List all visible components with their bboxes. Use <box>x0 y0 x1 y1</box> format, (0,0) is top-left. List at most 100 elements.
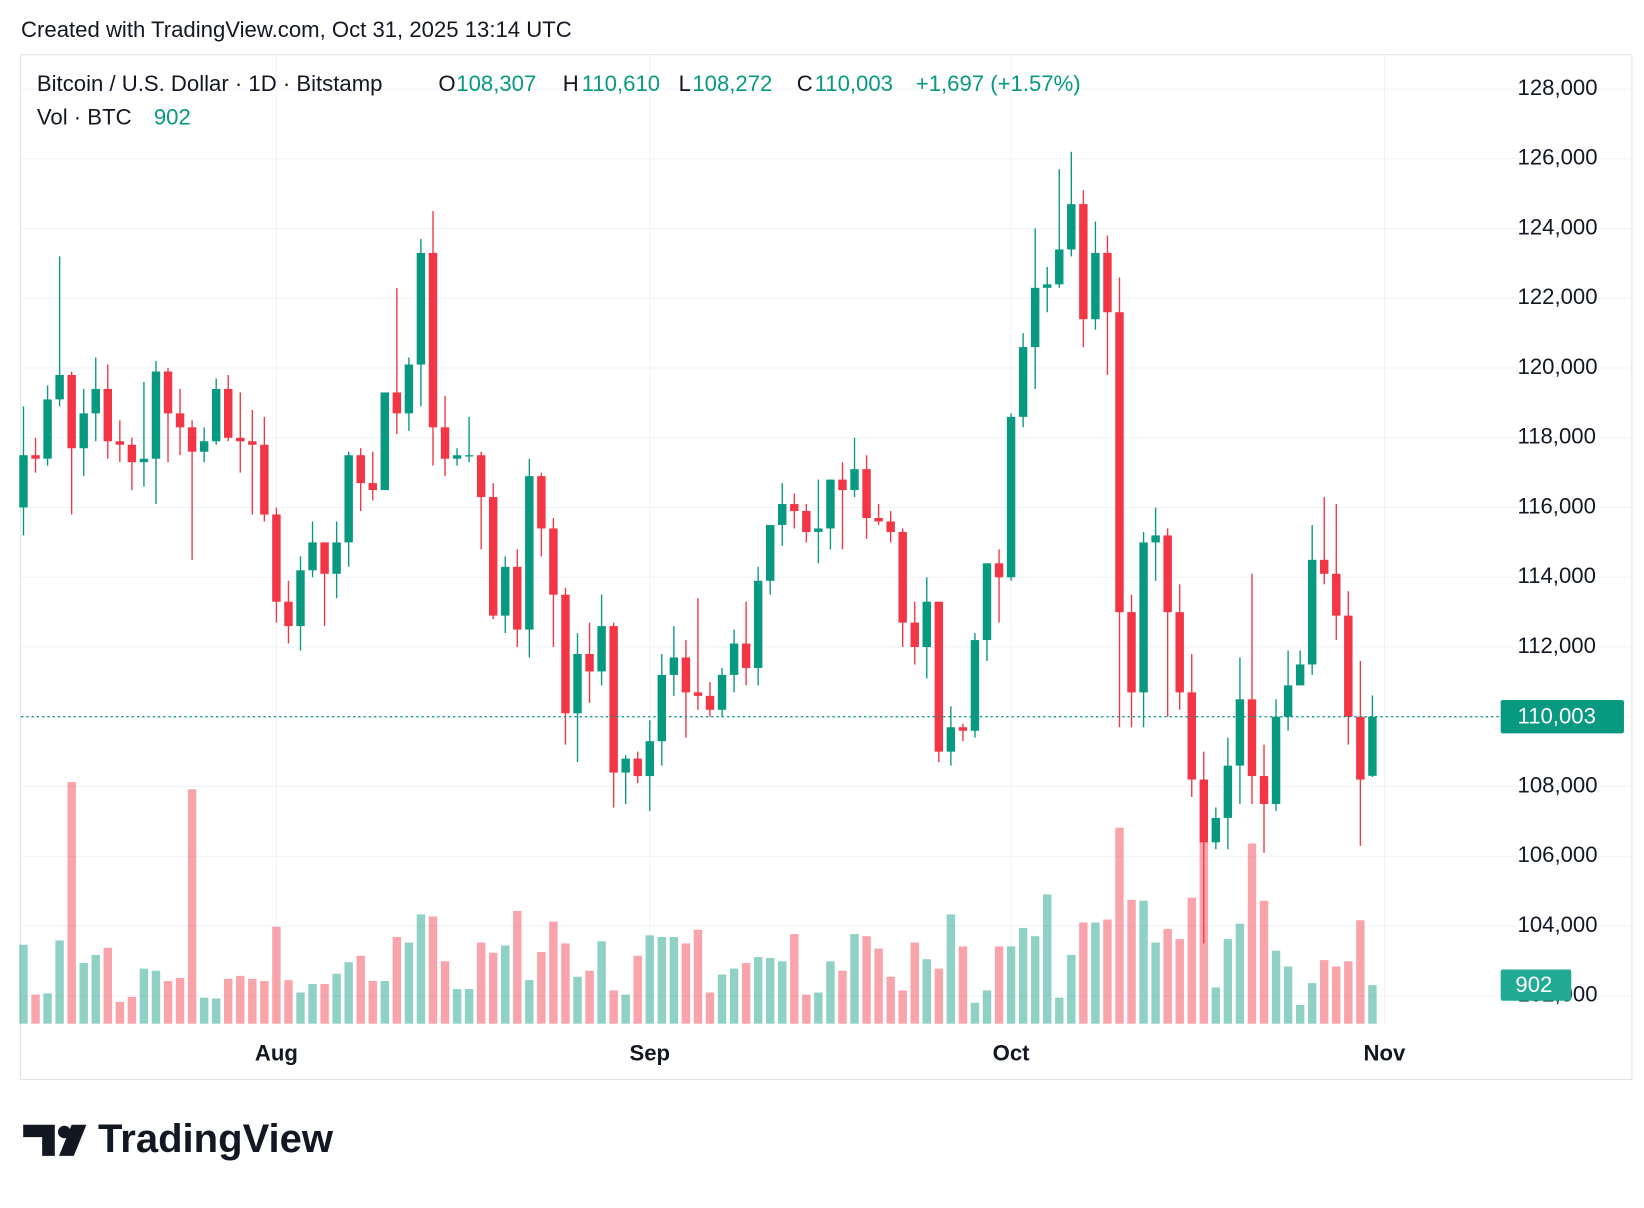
candle-body <box>199 441 209 452</box>
volume-bar <box>1247 843 1257 1024</box>
volume-bar <box>537 951 546 1024</box>
candle-body <box>1344 615 1353 717</box>
last-price-tag <box>1500 700 1624 734</box>
y-tick-label: 106,000 <box>1518 842 1598 867</box>
candle-body <box>862 469 871 518</box>
y-tick-label: 114,000 <box>1518 563 1596 588</box>
candle-body <box>1127 612 1136 693</box>
candle-body <box>549 528 558 595</box>
volume-bar <box>1368 985 1377 1024</box>
candle-body <box>356 455 365 484</box>
legend-key: O <box>438 71 455 96</box>
volume-bar <box>621 994 630 1024</box>
legend-value: 108,272 <box>692 71 772 96</box>
candle-body <box>826 479 835 529</box>
candle-body <box>1211 817 1221 843</box>
candle-body <box>236 437 245 442</box>
volume-bar <box>67 782 76 1024</box>
logo-text: TradingView <box>98 1117 334 1161</box>
candle-body <box>127 444 137 463</box>
candle-body <box>561 594 570 714</box>
candle-body <box>946 727 956 752</box>
candle-body <box>175 413 185 428</box>
volume-bar <box>1067 954 1076 1024</box>
volume-bar <box>1163 928 1172 1024</box>
candle-body <box>19 455 28 508</box>
volume-bar <box>1115 827 1124 1024</box>
candle-body <box>151 371 161 459</box>
candle-body <box>850 469 859 491</box>
volume-bar <box>705 992 715 1024</box>
candle-body <box>573 654 582 714</box>
candle-body <box>585 654 594 672</box>
y-tick-label: 104,000 <box>1518 912 1598 937</box>
volume-bar <box>284 980 293 1024</box>
volume-bar <box>272 926 281 1024</box>
volume-bar <box>43 993 52 1024</box>
candle-body <box>1103 252 1112 313</box>
logo-icon <box>59 1124 87 1156</box>
volume-bar <box>1103 919 1112 1024</box>
candle-body <box>970 640 980 731</box>
candle-body <box>1320 559 1329 574</box>
candle-body <box>693 692 703 696</box>
volume-bar <box>693 929 703 1024</box>
y-tick-label: 112,000 <box>1518 633 1596 658</box>
volume-bar <box>958 946 968 1024</box>
volume-pane <box>19 782 1377 1024</box>
volume-bar <box>1259 900 1269 1024</box>
volume-bar <box>753 957 763 1024</box>
volume-bar <box>187 789 197 1024</box>
y-tick-label: 108,000 <box>1518 772 1598 797</box>
volume-bar <box>874 948 883 1024</box>
candle-body <box>1079 204 1088 320</box>
y-tick-label: 128,000 <box>1518 75 1598 100</box>
candle-body <box>344 455 353 543</box>
volume-bar <box>1151 942 1160 1024</box>
volume-bar <box>886 976 895 1024</box>
volume-bar <box>681 943 691 1024</box>
legend-key: H <box>563 71 579 96</box>
volume-bar <box>970 1002 980 1024</box>
last-price-label: 110,003 <box>1518 704 1596 729</box>
volume-bar <box>31 994 40 1024</box>
candle-body <box>1223 765 1233 818</box>
chart-title: Bitcoin / U.S. Dollar · 1D · Bitstamp <box>37 71 383 96</box>
candle-body <box>392 392 402 414</box>
candle-body <box>187 427 197 452</box>
volume-bar <box>1091 922 1100 1024</box>
candle-body <box>91 388 100 414</box>
candle-body <box>765 524 775 581</box>
candle-body <box>922 601 931 648</box>
volume-bar <box>934 968 944 1024</box>
volume-bar <box>1307 983 1317 1024</box>
candle-body <box>910 622 919 648</box>
candle-body <box>139 458 149 463</box>
candle-body <box>224 388 233 438</box>
candle-body <box>211 388 221 442</box>
candle-body <box>43 399 52 459</box>
candle-body <box>814 528 823 532</box>
volume-bar <box>1139 900 1148 1024</box>
volume-bar <box>91 954 100 1024</box>
candle-body <box>1271 716 1281 804</box>
volume-bar <box>597 941 606 1024</box>
volume-bar <box>19 944 28 1024</box>
candle-body <box>621 758 630 773</box>
volume-tag-label: 902 <box>1515 972 1552 997</box>
x-tick-label: Aug <box>255 1041 298 1066</box>
volume-bar <box>55 940 64 1024</box>
volume-bar <box>765 957 775 1024</box>
candle-body <box>296 570 305 627</box>
volume-bar <box>549 921 558 1024</box>
candle-body <box>1199 779 1209 843</box>
candle-body <box>332 542 341 574</box>
volume-bar <box>211 998 221 1024</box>
logo-icon <box>57 1125 71 1139</box>
volume-bar <box>802 994 811 1024</box>
legend-value: 110,003 <box>815 71 893 96</box>
volume-bar <box>850 934 859 1024</box>
volume-bar <box>1211 987 1221 1024</box>
volume-bar <box>862 936 871 1024</box>
